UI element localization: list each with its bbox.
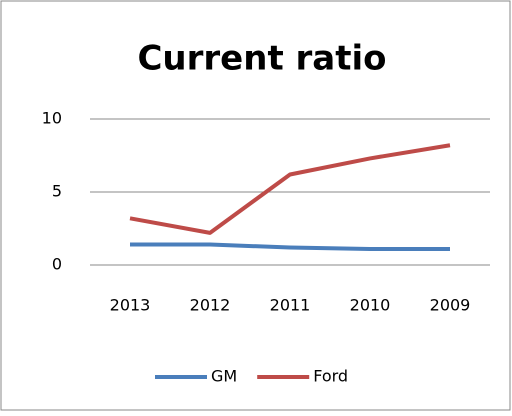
x-tick-label: 2009 bbox=[430, 296, 471, 315]
x-tick-label: 2012 bbox=[190, 296, 231, 315]
y-tick-label: 10 bbox=[42, 109, 62, 128]
y-tick-label: 5 bbox=[52, 182, 62, 201]
series-line bbox=[129, 143, 451, 235]
legend-label: Ford bbox=[313, 367, 348, 386]
x-tick-label: 2011 bbox=[270, 296, 311, 315]
x-tick-label: 2013 bbox=[110, 296, 151, 315]
chart-title: Current ratio bbox=[137, 39, 386, 79]
y-tick-label: 0 bbox=[52, 255, 62, 274]
x-tick-label: 2010 bbox=[350, 296, 391, 315]
legend-label: GM bbox=[211, 367, 237, 386]
series-line bbox=[130, 242, 450, 251]
